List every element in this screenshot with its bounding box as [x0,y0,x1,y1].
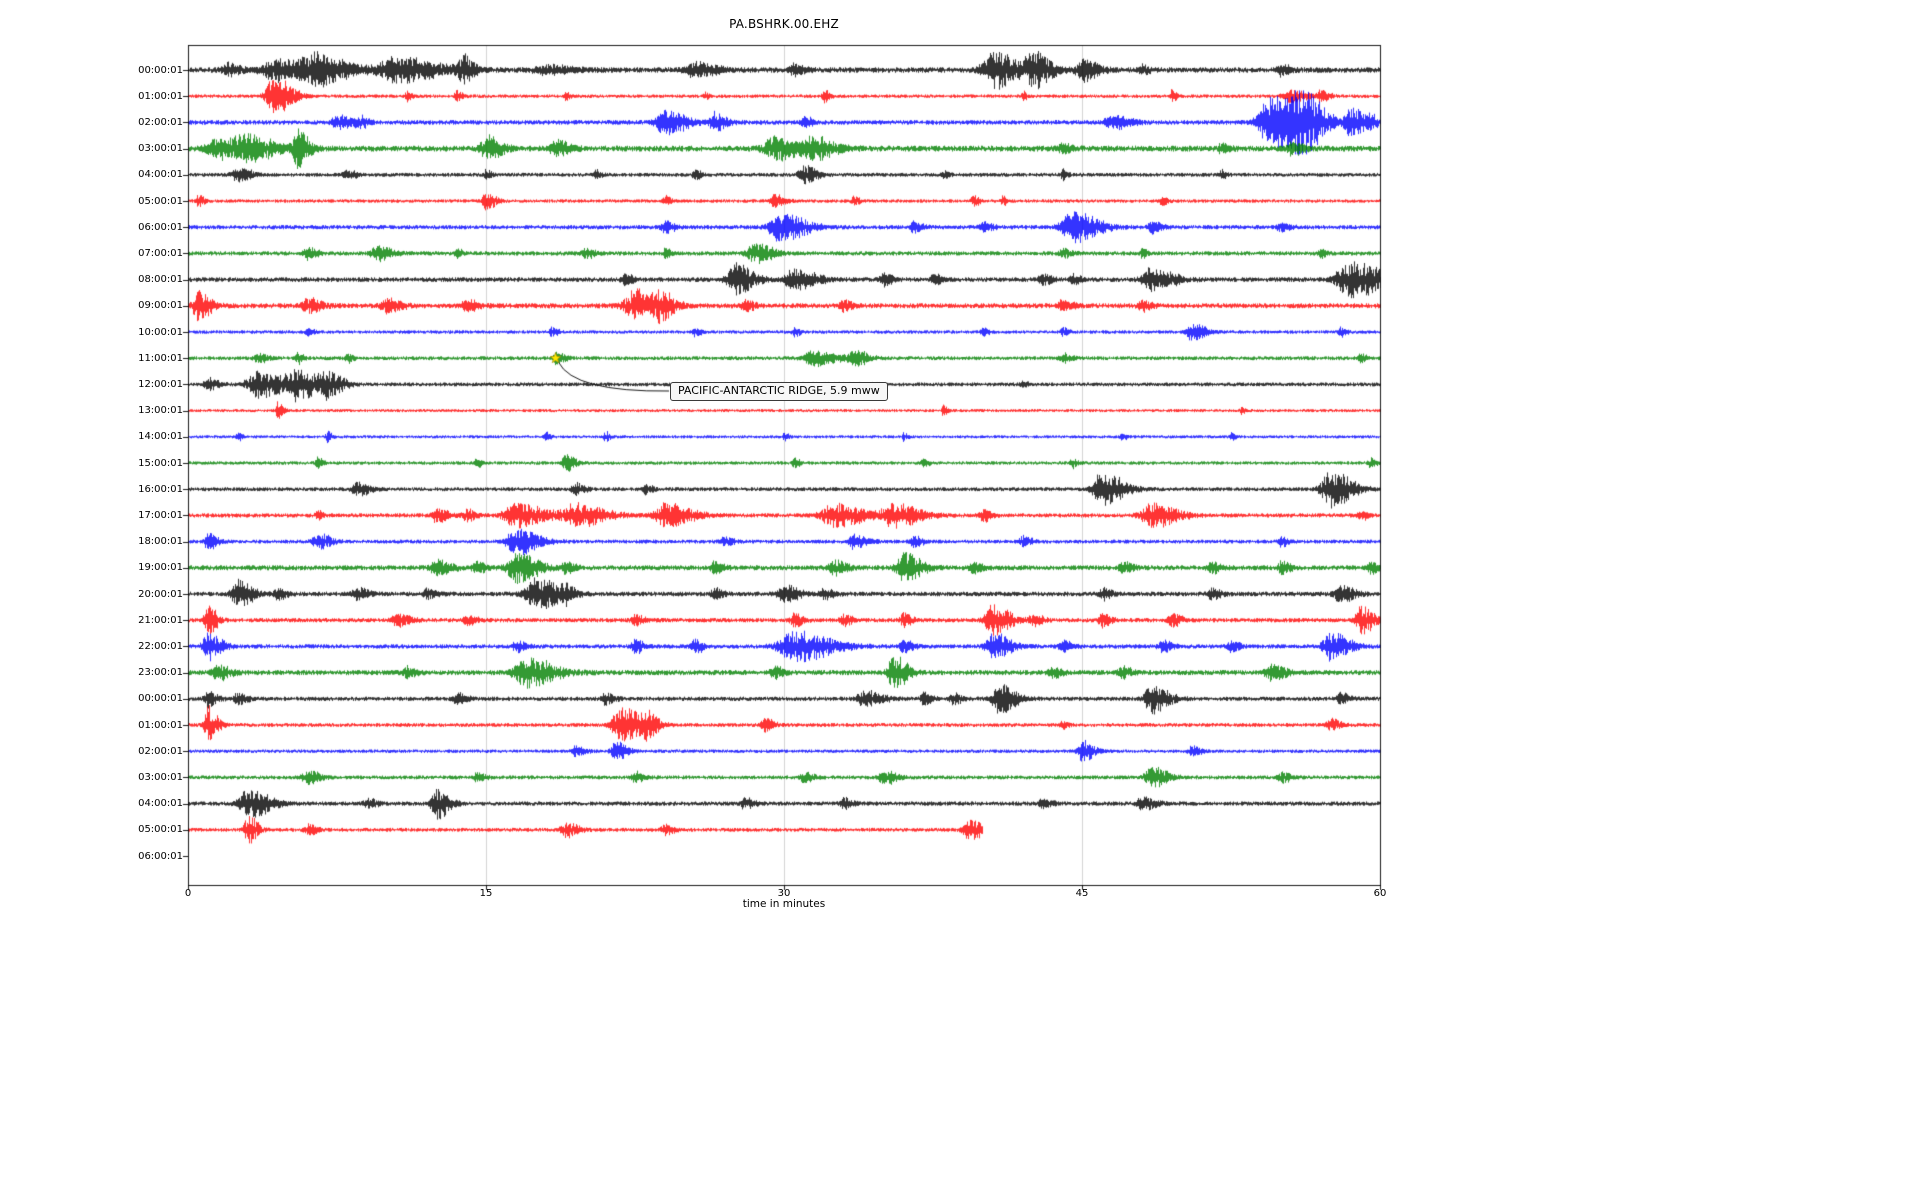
row-label: 04:00:01 [138,169,183,181]
row-label: 02:00:01 [138,745,183,757]
x-tick-label: 45 [1075,888,1089,899]
row-label: 06:00:01 [138,221,183,233]
row-label: 00:00:01 [138,64,183,76]
row-label: 07:00:01 [138,247,183,259]
row-label: 03:00:01 [138,143,183,155]
row-label: 15:00:01 [138,457,183,469]
x-tick-label: 15 [479,888,493,899]
row-label: 08:00:01 [138,274,183,286]
row-label: 23:00:01 [138,667,183,679]
annotation-box: PACIFIC-ANTARCTIC RIDGE, 5.9 mww [670,382,888,401]
row-label: 09:00:01 [138,300,183,312]
page-title: PA.BSHRK.00.EHZ [729,17,839,31]
x-axis-label: time in minutes [742,898,826,910]
row-label: 06:00:01 [138,850,183,862]
row-label: 13:00:01 [138,405,183,417]
row-label: 05:00:01 [138,195,183,207]
annotation-text: PACIFIC-ANTARCTIC RIDGE, 5.9 mww [678,384,880,397]
row-label: 20:00:01 [138,588,183,600]
row-label: 14:00:01 [138,431,183,443]
x-tick-label: 30 [777,888,791,899]
row-label: 17:00:01 [138,509,183,521]
row-label: 05:00:01 [138,824,183,836]
row-label: 10:00:01 [138,326,183,338]
row-label: 03:00:01 [138,771,183,783]
row-label: 12:00:01 [138,378,183,390]
row-label: 04:00:01 [138,798,183,810]
row-label: 01:00:01 [138,719,183,731]
row-label: 19:00:01 [138,562,183,574]
row-label: 00:00:01 [138,693,183,705]
row-label: 01:00:01 [138,90,183,102]
row-label: 11:00:01 [138,352,183,364]
x-tick-label: 0 [184,888,192,899]
row-label: 21:00:01 [138,614,183,626]
row-label: 18:00:01 [138,536,183,548]
row-label: 16:00:01 [138,483,183,495]
row-label: 02:00:01 [138,116,183,128]
row-label: 22:00:01 [138,640,183,652]
x-tick-label: 60 [1373,888,1387,899]
